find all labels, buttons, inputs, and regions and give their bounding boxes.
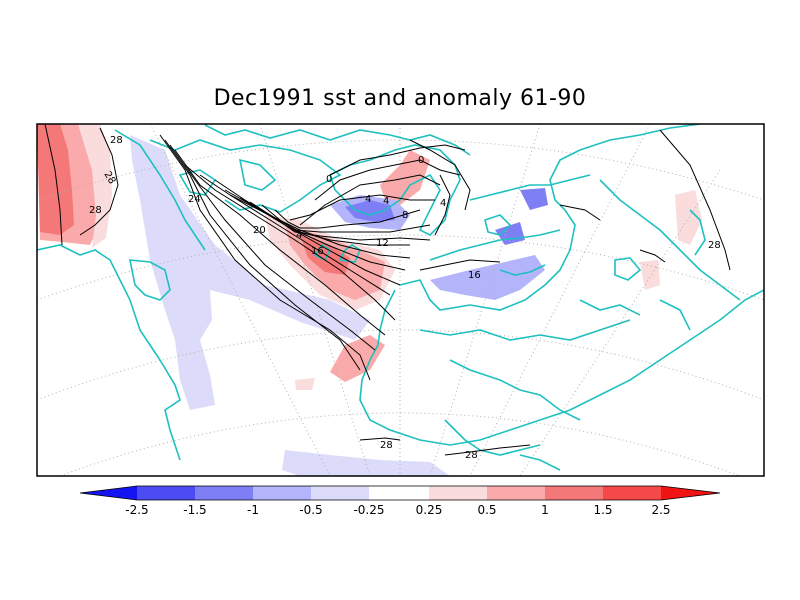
colorbar-swatch (487, 486, 545, 500)
neg-anomaly-subtropic (282, 450, 450, 476)
colorbar-arrow-right (661, 486, 720, 500)
contour-label: 4 (440, 198, 446, 209)
contour-label: 28 (89, 205, 102, 216)
contour-label: 28 (380, 440, 393, 451)
colorbar-tick-label: -1 (247, 503, 259, 517)
colorbar-tick-label: 2.5 (651, 503, 670, 517)
contour-label: 0 (418, 155, 424, 166)
contour-label: 12 (376, 238, 389, 249)
contour-label: 28 (110, 135, 123, 146)
contour-label: 4 (296, 230, 302, 241)
colorbar-tick-label: 1.5 (593, 503, 612, 517)
contour-label: 0 (326, 174, 332, 185)
colorbar-tick-label: -1.5 (183, 503, 206, 517)
contour-label: 28 (708, 240, 721, 251)
colorbar-tick-label: -0.5 (299, 503, 322, 517)
contour-label: 24 (188, 194, 201, 205)
colorbar-swatch (311, 486, 369, 500)
colorbar-tick-label: -0.25 (353, 503, 384, 517)
neg-anomaly-med (430, 255, 545, 300)
map-title: Dec1991 sst and anomaly 61-90 (213, 86, 587, 111)
colorbar-tick-label: -2.5 (125, 503, 148, 517)
colorbar-swatch (253, 486, 311, 500)
contour-label: 20 (253, 225, 266, 236)
pos-anomaly-east-2 (640, 260, 660, 290)
colorbar-swatch (429, 486, 487, 500)
contour-label: 16 (468, 270, 481, 281)
neg-anomaly-norwegian-core (345, 200, 395, 222)
contour-label: 28 (465, 450, 478, 461)
colorbar-swatch (369, 486, 429, 500)
contour-label: 8 (402, 210, 408, 221)
contour-label: 4 (365, 194, 371, 205)
sst-contours (44, 124, 731, 456)
colorbar-tick-label: 0.25 (416, 503, 443, 517)
colorbar-tick-label: 0.5 (477, 503, 496, 517)
graticule (37, 124, 764, 476)
colorbar-swatch (137, 486, 195, 500)
colorbar-labels: -2.5 -1.5 -1 -0.5 -0.25 0.25 0.5 1 1.5 2… (125, 503, 670, 517)
map-frame (36, 123, 765, 477)
colorbar: -2.5 -1.5 -1 -0.5 -0.25 0.25 0.5 1 1.5 2… (79, 485, 721, 517)
pos-anomaly-west-2 (295, 378, 315, 390)
pos-anomaly-west-core (37, 124, 74, 235)
neg-anomaly-atlantic (130, 135, 370, 410)
contour-label: 16 (311, 246, 324, 257)
colorbar-tick-label: 1 (541, 503, 549, 517)
anomaly-shading (37, 124, 702, 476)
pos-anomaly-iberia (330, 335, 385, 382)
colorbar-swatch (603, 486, 661, 500)
contour-label: 4 (383, 196, 389, 207)
colorbar-swatch (545, 486, 603, 500)
colorbar-swatch (195, 486, 253, 500)
neg-anomaly-baltic (520, 188, 548, 210)
pos-anomaly-gulfstream-core (300, 235, 350, 275)
colorbar-arrow-left (80, 486, 137, 500)
